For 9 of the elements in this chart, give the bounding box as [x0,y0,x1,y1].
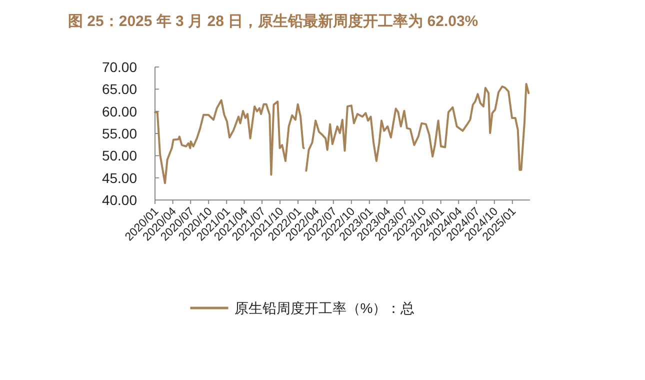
y-tick-label: 55.00 [102,126,138,142]
y-tick-label: 40.00 [102,192,138,208]
legend-label: 原生铅周度开工率（%）：总 [234,300,415,316]
y-tick-label: 70.00 [102,59,138,75]
chart-title: 图 25：2025 年 3 月 28 日，原生铅最新周度开工率为 62.03% [68,12,478,30]
y-tick-label: 65.00 [102,81,138,98]
y-tick-label: 50.00 [102,148,138,164]
y-tick-label: 60.00 [102,103,138,120]
y-tick-label: 45.00 [102,170,138,186]
